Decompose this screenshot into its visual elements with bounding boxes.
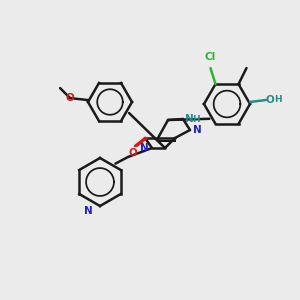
Text: Cl: Cl: [205, 52, 216, 62]
Text: O: O: [129, 148, 137, 158]
Text: O: O: [266, 95, 275, 105]
Text: N: N: [193, 125, 202, 135]
Text: N: N: [140, 143, 149, 153]
Text: O: O: [66, 93, 74, 103]
Text: N: N: [84, 206, 92, 216]
Text: H: H: [274, 95, 281, 104]
Text: H: H: [192, 115, 200, 124]
Text: N: N: [185, 114, 194, 124]
